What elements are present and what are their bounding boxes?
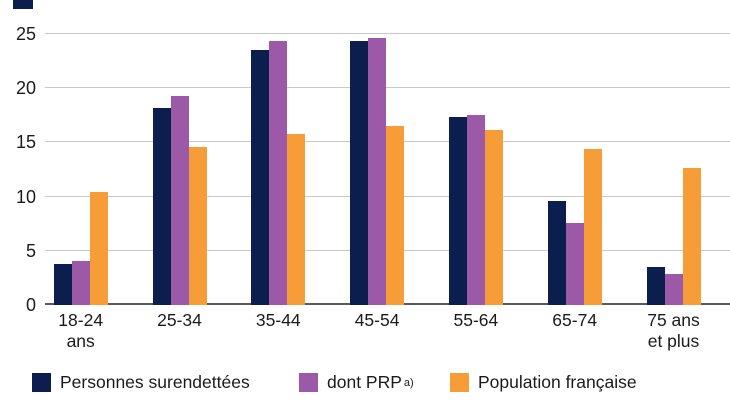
bar-Personnes surendettées-18-24 ans <box>53 263 72 305</box>
bar-Population française-45-54 <box>386 126 405 305</box>
x-axis-label-18-24 ans: 18-24 ans <box>58 310 104 351</box>
bar-Population française-35-44 <box>287 133 306 305</box>
bar-dont PRP-18-24 ans <box>71 260 90 305</box>
legend-item-dont-prp: dont PRP a) <box>299 372 414 393</box>
legend-swatch-orange <box>450 373 469 392</box>
bar-Population française-65-74 <box>583 148 602 305</box>
legend-swatch-purple <box>299 373 318 392</box>
bar-group-65-74 <box>547 148 602 305</box>
bar-group-55-64 <box>448 115 503 305</box>
y-axis-tick-label-5: 5 <box>25 240 36 261</box>
legend-item-population-francaise: Population française <box>450 372 637 393</box>
bar-dont PRP-25-34 <box>170 95 189 305</box>
bar-Personnes surendettées-65-74 <box>547 200 566 305</box>
bar-group-18-24 ans <box>53 192 108 305</box>
y-axis-tick-label-0: 0 <box>25 295 36 315</box>
legend-swatch-navy <box>32 373 51 392</box>
bar-group-25-34 <box>152 95 207 305</box>
bar-Population française-75 ans et plus <box>682 168 701 305</box>
x-axis-label-75 ans et plus: 75 ans et plus <box>647 310 700 351</box>
legend-item-personnes-surendettees: Personnes surendettées <box>32 372 250 393</box>
legend-footnote-marker: a) <box>403 376 414 389</box>
bar-dont PRP-65-74 <box>565 222 584 305</box>
x-axis-label-25-34: 25-34 <box>157 310 202 330</box>
x-axis-label-55-64: 55-64 <box>453 310 499 330</box>
bar-dont PRP-55-64 <box>466 115 485 305</box>
gridline-y-25 <box>45 33 730 34</box>
x-axis-label-35-44: 35-44 <box>255 310 301 330</box>
legend-label: Population française <box>478 372 637 392</box>
bar-Personnes surendettées-75 ans et plus <box>646 267 665 305</box>
plot-area <box>45 0 730 305</box>
bar-Personnes surendettées-45-54 <box>350 40 369 305</box>
bar-group-75 ans et plus <box>646 168 701 305</box>
y-axis-tick-label-10: 10 <box>15 186 36 207</box>
bar-Personnes surendettées-25-34 <box>152 107 171 305</box>
corner-crop-mark <box>13 0 33 9</box>
y-axis-tick-label-15: 15 <box>15 132 36 153</box>
bar-Personnes surendettées-55-64 <box>448 117 467 305</box>
bar-Personnes surendettées-35-44 <box>251 50 270 305</box>
y-axis-tick-label-20: 20 <box>15 78 36 99</box>
bar-Population française-55-64 <box>484 130 503 305</box>
bar-dont PRP-75 ans et plus <box>664 273 683 305</box>
bar-group-45-54 <box>350 38 405 305</box>
bar-dont PRP-35-44 <box>269 40 288 305</box>
bar-Population française-25-34 <box>188 146 207 305</box>
bar-Population française-18-24 ans <box>89 192 108 305</box>
bar-group-35-44 <box>251 40 306 305</box>
x-axis-label-65-74: 65-74 <box>552 310 598 330</box>
y-axis-tick-label-25: 25 <box>15 24 36 44</box>
legend-label: Personnes surendettées <box>60 372 250 392</box>
bar-dont PRP-45-54 <box>368 38 387 305</box>
gridline-y-20 <box>45 87 730 89</box>
x-axis-label-45-54: 45-54 <box>354 310 400 330</box>
legend-label: dont PRP <box>327 372 402 392</box>
